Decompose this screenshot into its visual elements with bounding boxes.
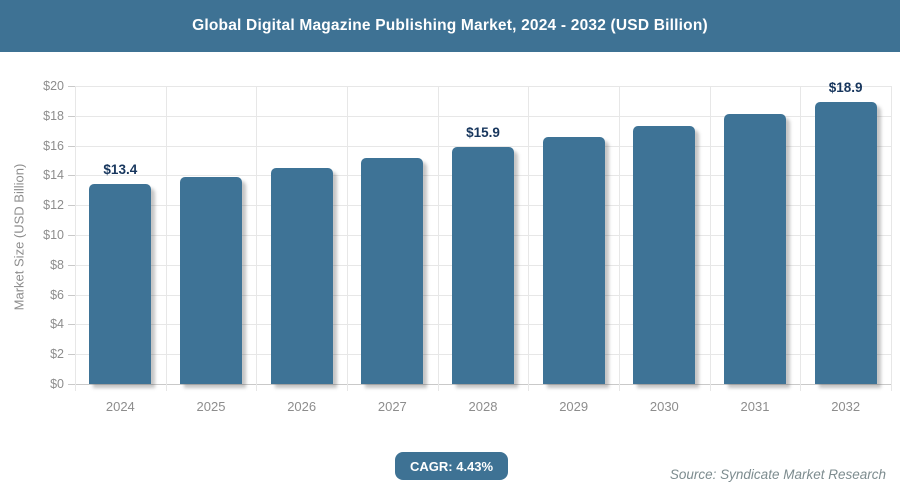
gridline-v: [800, 86, 802, 391]
cagr-badge: CAGR: 4.43%: [395, 452, 509, 480]
y-axis-tick: [68, 324, 75, 326]
y-axis-tick: [68, 145, 75, 147]
bar-2027: [361, 157, 424, 384]
plot-area: $13.4 $15.9 $18.9: [75, 80, 892, 391]
gridline-v: [619, 86, 620, 391]
y-axis-tick-label: $14: [43, 168, 64, 183]
y-axis-tick: [68, 205, 75, 207]
y-axis-tick: [68, 86, 75, 87]
x-axis-label: 2031: [740, 399, 770, 414]
source-attribution: Source: Syndicate Market Research: [669, 467, 886, 482]
gridline-h: [75, 115, 891, 117]
x-axis-label: 2032: [831, 399, 861, 414]
bar-2032: [814, 102, 877, 384]
x-axis-label: 2027: [377, 399, 407, 414]
y-axis-tick-label: $0: [50, 377, 64, 391]
gridline-v: [891, 86, 892, 391]
y-axis-tick: [68, 235, 75, 236]
gridline-v: [256, 86, 258, 391]
y-axis-tick-label: $8: [50, 257, 64, 272]
chart-title: Global Digital Magazine Publishing Marke…: [192, 17, 708, 34]
x-axis-label: 2030: [649, 399, 679, 414]
y-axis-tick-label: $2: [50, 347, 64, 362]
y-axis-tick-label: $20: [43, 79, 64, 93]
x-axis-label: 2025: [196, 399, 226, 414]
bar-value-label: $18.9: [828, 80, 863, 96]
gridline-h: [75, 86, 891, 87]
bar-2030: [633, 126, 696, 384]
gridline-v: [528, 86, 530, 391]
bar-2031: [724, 114, 786, 384]
bar-2025: [180, 176, 242, 384]
x-axis-label: 2026: [287, 399, 317, 414]
y-axis-tick-label: $16: [43, 138, 64, 153]
y-axis-tick: [68, 264, 75, 266]
y-axis-tick-label: $6: [50, 287, 64, 302]
gridline-v: [347, 86, 348, 391]
chart-title-bar: Global Digital Magazine Publishing Marke…: [0, 0, 900, 52]
y-axis-tick: [68, 384, 75, 385]
y-axis-tick: [68, 175, 75, 177]
y-axis-tick: [68, 354, 75, 356]
x-axis-label: 2029: [559, 399, 589, 414]
gridline-v: [437, 86, 439, 391]
gridline-h: [75, 384, 891, 385]
y-axis-tick: [68, 115, 75, 117]
gridline-v: [75, 86, 76, 391]
x-axis-label: 2028: [468, 399, 498, 414]
y-axis-tick-label: $10: [43, 228, 64, 242]
x-axis-label: 2024: [105, 399, 135, 414]
y-axis-tick-label: $18: [43, 108, 64, 123]
bar-2024: [89, 184, 152, 384]
bar-value-label: $15.9: [466, 125, 500, 141]
gridline-h: [75, 145, 891, 147]
bar-2026: [270, 167, 333, 384]
bar-value-label: $13.4: [103, 162, 138, 178]
y-axis-tick-label: $4: [50, 317, 64, 332]
bar-2028: [452, 147, 514, 384]
gridline-v: [165, 86, 167, 391]
y-axis-tick-label: $12: [43, 198, 64, 213]
gridline-v: [709, 86, 711, 391]
bar-2029: [542, 136, 605, 384]
y-axis-tick: [68, 294, 75, 296]
